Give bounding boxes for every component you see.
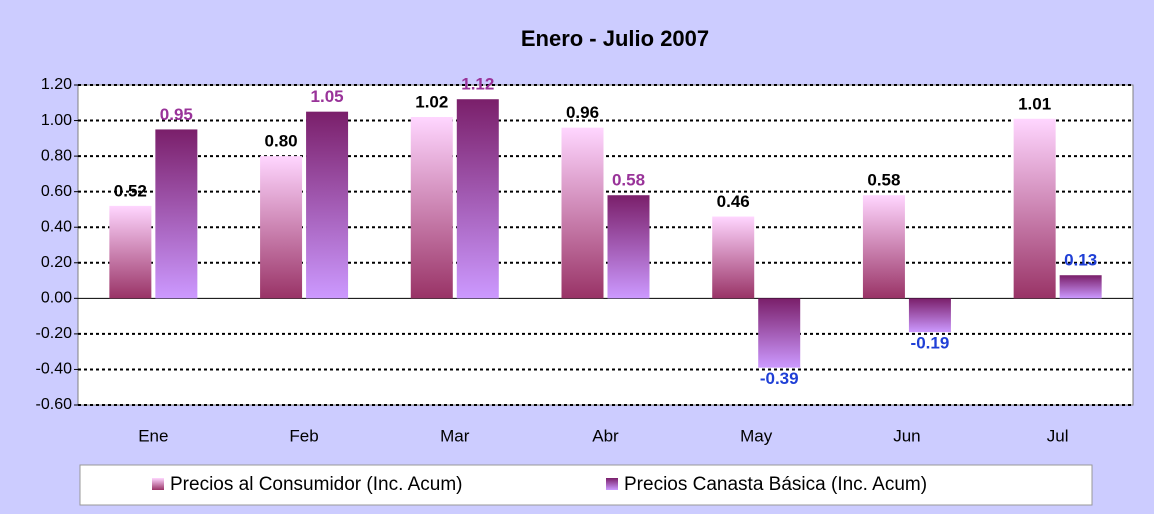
data-label: 0.96 xyxy=(566,103,599,122)
data-label: 0.58 xyxy=(612,171,645,190)
x-tick-label: Abr xyxy=(592,426,619,445)
y-tick-label: 0.60 xyxy=(41,183,72,200)
y-tick-label: -0.20 xyxy=(36,325,73,342)
bar xyxy=(758,298,801,368)
bar xyxy=(456,99,499,299)
data-label: 0.52 xyxy=(114,181,147,200)
y-tick-label: 0.40 xyxy=(41,218,72,235)
plot-area xyxy=(77,84,1134,406)
y-tick-label: 1.20 xyxy=(41,76,72,93)
bar xyxy=(561,127,604,299)
x-tick-label: May xyxy=(740,426,773,445)
bar xyxy=(260,156,303,299)
data-label: 0.95 xyxy=(160,105,193,124)
bar xyxy=(410,117,453,299)
x-tick-label: Feb xyxy=(289,426,318,445)
x-tick-label: Mar xyxy=(440,426,470,445)
legend-swatch xyxy=(606,478,618,490)
y-tick-label: -0.40 xyxy=(36,361,73,378)
bar xyxy=(155,129,198,299)
bar xyxy=(862,195,905,299)
data-label: 0.58 xyxy=(867,171,900,190)
bar xyxy=(1059,275,1102,299)
bar xyxy=(607,195,650,299)
data-label: 1.01 xyxy=(1018,94,1051,113)
bar xyxy=(908,298,951,333)
bar xyxy=(1013,118,1056,299)
legend-label: Precios al Consumidor (Inc. Acum) xyxy=(170,474,463,495)
legend-label: Precios Canasta Básica (Inc. Acum) xyxy=(624,474,927,495)
data-label: -0.39 xyxy=(760,369,799,388)
y-tick-label: 0.00 xyxy=(41,290,72,307)
bar xyxy=(712,216,755,299)
data-label: 1.02 xyxy=(415,92,448,111)
chart-title: Enero - Julio 2007 xyxy=(521,26,709,51)
x-tick-label: Ene xyxy=(138,426,168,445)
data-label: 1.12 xyxy=(461,75,494,94)
x-tick-label: Jun xyxy=(893,426,920,445)
y-tick-label: 0.80 xyxy=(41,147,72,164)
x-tick-label: Jul xyxy=(1047,426,1069,445)
legend-swatch xyxy=(152,478,164,490)
bar xyxy=(306,111,349,299)
y-tick-label: 1.00 xyxy=(41,112,72,129)
data-label: 0.13 xyxy=(1064,251,1097,270)
data-label: 0.46 xyxy=(717,192,750,211)
data-label: 1.05 xyxy=(311,87,344,106)
data-label: 0.80 xyxy=(265,132,298,151)
data-label: -0.19 xyxy=(911,334,950,353)
bar xyxy=(109,205,152,299)
legend xyxy=(79,464,1093,506)
y-tick-label: -0.60 xyxy=(36,396,73,413)
y-tick-label: 0.20 xyxy=(41,254,72,271)
